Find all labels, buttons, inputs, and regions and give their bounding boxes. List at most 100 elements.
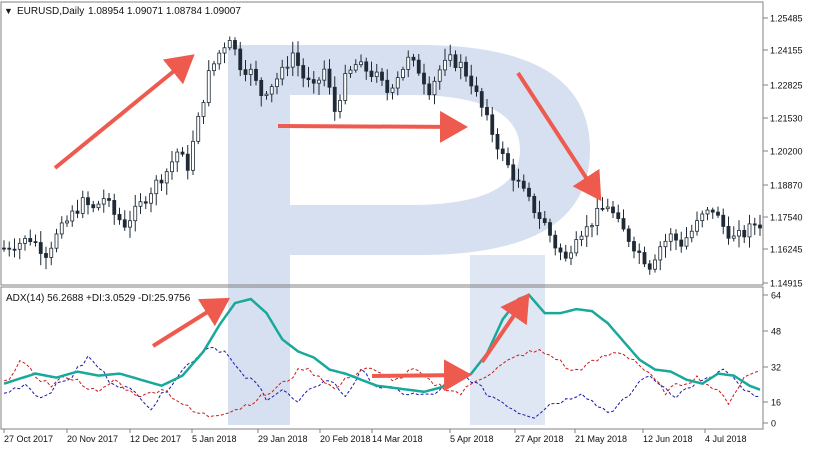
time-tick-label: 14 Mar 2018 xyxy=(372,434,423,444)
candle-body xyxy=(758,224,762,229)
candle-body xyxy=(731,235,736,239)
adx-rise-arrow-1 xyxy=(151,297,231,348)
candle-body xyxy=(632,241,636,252)
candle-body xyxy=(65,220,69,224)
candle-body xyxy=(506,153,510,166)
price-tick-label: 1.16245 xyxy=(770,245,803,255)
candle-body xyxy=(563,251,568,259)
time-tick-label: 20 Nov 2017 xyxy=(67,434,118,444)
candle-body xyxy=(28,238,33,243)
candle-body xyxy=(742,230,747,238)
candle-body xyxy=(679,239,684,247)
candle-body xyxy=(259,80,264,96)
price-tick-label: 1.22825 xyxy=(770,81,803,91)
main-price-panel[interactable] xyxy=(0,1,764,286)
candle-body xyxy=(327,68,332,88)
candle-body xyxy=(427,83,432,96)
candle-body xyxy=(689,230,694,239)
candle-body xyxy=(721,214,726,227)
price-tick-label: 1.17540 xyxy=(770,213,803,223)
indicator-label: ADX(14) 56.2688 +DI:3.0529 -DI:25.9756 xyxy=(6,293,191,304)
price-tick-label: 1.21530 xyxy=(770,114,803,124)
candle-body xyxy=(432,80,437,96)
candle-body xyxy=(437,69,442,82)
time-tick-label: 12 Dec 2017 xyxy=(130,434,181,444)
candle-body xyxy=(401,69,405,79)
candle-body xyxy=(185,153,190,171)
adx-line xyxy=(3,293,761,394)
candle-body xyxy=(338,100,342,112)
candle-body xyxy=(684,237,689,247)
candle-body xyxy=(175,151,180,163)
candle-body xyxy=(448,54,453,61)
candle-body xyxy=(75,210,80,214)
candle-body xyxy=(164,171,169,184)
price-candles xyxy=(2,36,762,275)
candle-body xyxy=(406,56,411,70)
candle-body xyxy=(700,213,705,222)
indicator-panel[interactable] xyxy=(0,286,764,430)
candle-body xyxy=(422,72,426,85)
candle-body xyxy=(737,230,741,237)
candle-body xyxy=(411,56,416,61)
candle-body xyxy=(80,197,85,214)
indicator-tick-label: 0 xyxy=(771,419,776,429)
candle-body xyxy=(590,225,594,228)
candle-body xyxy=(70,210,75,222)
candle-body xyxy=(453,54,458,68)
candle-body xyxy=(616,212,621,219)
candle-body xyxy=(584,226,589,237)
candle-body xyxy=(385,79,390,93)
price-tick-label: 1.24155 xyxy=(770,46,803,56)
price-tick-label: 1.14915 xyxy=(770,279,803,289)
candle-body xyxy=(479,91,484,108)
trend-arrows xyxy=(53,54,602,392)
candle-body xyxy=(206,70,211,103)
candle-body xyxy=(238,48,243,71)
candle-body xyxy=(747,223,752,238)
chart-dropdown-icon[interactable]: ▼ xyxy=(4,6,13,16)
minus-di-line xyxy=(3,349,761,418)
candle-body xyxy=(464,61,468,77)
candle-body xyxy=(495,134,500,150)
candle-body xyxy=(516,179,521,182)
candle-body xyxy=(254,68,258,81)
candle-body xyxy=(353,64,358,71)
candle-body xyxy=(264,93,269,96)
candle-body xyxy=(12,248,17,251)
plus-di-line xyxy=(3,346,761,419)
candle-body xyxy=(311,79,316,84)
candle-body xyxy=(500,148,505,154)
candle-body xyxy=(364,61,369,72)
candle-body xyxy=(101,198,106,205)
candle-body xyxy=(521,180,526,189)
candle-body xyxy=(154,179,159,195)
indicator-lines xyxy=(3,293,761,419)
time-tick-label: 5 Jan 2018 xyxy=(192,434,237,444)
indicator-tick-label: 32 xyxy=(771,363,781,373)
candle-body xyxy=(201,102,206,117)
candle-body xyxy=(653,259,657,270)
candle-body xyxy=(227,40,232,49)
candle-body xyxy=(647,263,652,270)
candle-body xyxy=(2,247,6,250)
axes: 1.25485 1.24155 1.22825 1.21530 1.20200 1.188… xyxy=(3,14,803,444)
candle-body xyxy=(595,207,600,226)
candle-body xyxy=(374,71,379,78)
candle-body xyxy=(668,233,673,242)
candle-body xyxy=(317,79,321,84)
candle-body xyxy=(149,193,153,204)
candle-body xyxy=(469,75,474,87)
candle-body xyxy=(91,204,96,209)
candle-body xyxy=(511,164,516,181)
candle-body xyxy=(248,68,253,75)
candle-body xyxy=(490,114,495,135)
candle-body xyxy=(17,242,22,250)
candle-body xyxy=(138,201,143,207)
candle-body xyxy=(710,209,715,213)
candle-body xyxy=(663,240,668,248)
candle-body xyxy=(191,140,195,171)
candle-body xyxy=(128,220,132,228)
